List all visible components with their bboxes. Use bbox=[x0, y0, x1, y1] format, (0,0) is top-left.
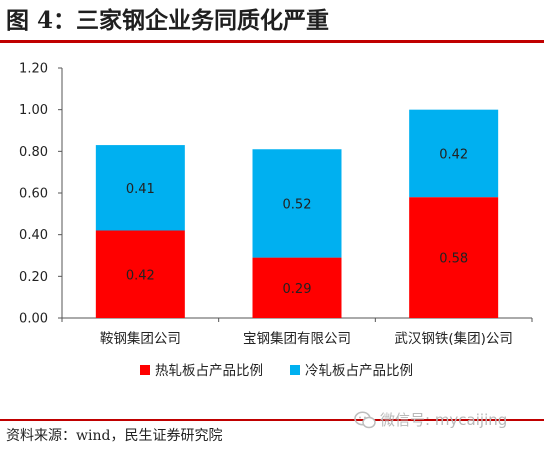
y-tick-label: 0.20 bbox=[19, 270, 48, 285]
source-divider bbox=[0, 419, 544, 421]
watermark-text: 微信号: mycaijing bbox=[380, 411, 508, 429]
x-tick-label: 宝钢集团有限公司 bbox=[243, 331, 351, 347]
stacked-bar-chart: 0.00 0.20 0.40 0.60 0.80 1.00 1.20 0.42 0.41 鞍钢集团… bbox=[19, 62, 533, 379]
data-label: 0.52 bbox=[283, 197, 312, 212]
watermark: 微信号: mycaijing bbox=[354, 409, 507, 430]
legend-swatch bbox=[290, 365, 300, 375]
y-tick-label: 0.40 bbox=[19, 228, 48, 243]
legend-swatch bbox=[140, 365, 150, 375]
bar-segment bbox=[95, 145, 185, 231]
y-tick-label: 0.00 bbox=[19, 312, 48, 327]
bar-segment bbox=[409, 109, 499, 198]
y-tick-label: 1.20 bbox=[19, 62, 48, 77]
y-tick-label: 0.60 bbox=[19, 187, 48, 202]
y-tick-label: 1.00 bbox=[19, 103, 48, 118]
source-note: 资料来源：wind，民生证券研究院 bbox=[6, 428, 223, 444]
data-label: 0.58 bbox=[439, 252, 468, 267]
legend-label: 冷轧板占产品比例 bbox=[305, 363, 413, 379]
data-label: 0.41 bbox=[126, 182, 155, 197]
data-label: 0.42 bbox=[126, 268, 155, 283]
x-tick-label: 武汉钢铁(集团)公司 bbox=[394, 331, 513, 347]
bar-segment bbox=[252, 257, 342, 318]
data-label: 0.42 bbox=[439, 147, 468, 162]
legend-label: 热轧板占产品比例 bbox=[155, 363, 263, 379]
y-tick-label: 0.80 bbox=[19, 145, 48, 160]
title-divider bbox=[0, 40, 544, 43]
x-tick-label: 鞍钢集团公司 bbox=[100, 331, 181, 347]
bar-segment bbox=[409, 197, 499, 318]
figure-title: 图 4：三家钢企业务同质化严重 bbox=[6, 7, 330, 34]
data-label: 0.29 bbox=[283, 282, 312, 297]
wechat-icon bbox=[354, 411, 376, 428]
bar-segment bbox=[95, 230, 185, 318]
bar-segment bbox=[252, 149, 342, 258]
